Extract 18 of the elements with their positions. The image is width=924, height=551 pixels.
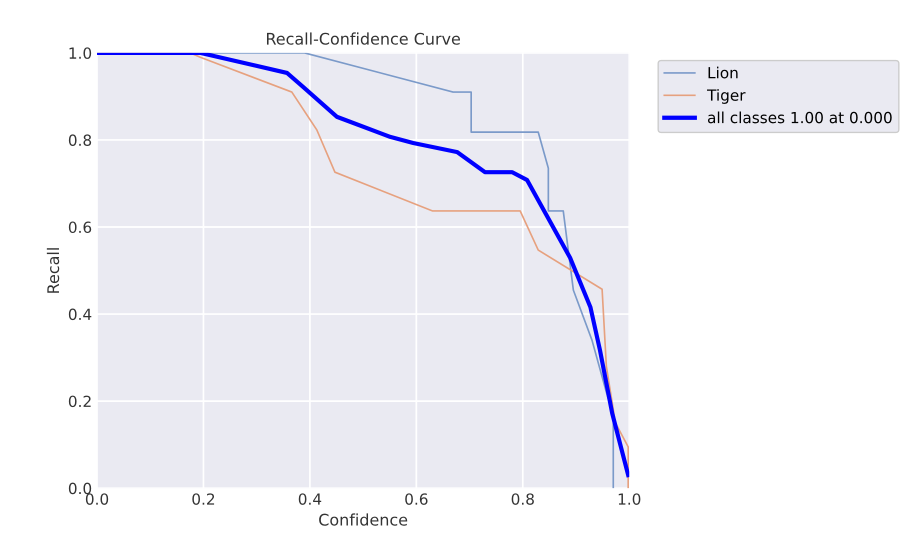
y-tick-label: 0.8 (68, 134, 92, 146)
x-tick-label: 0.4 (298, 493, 322, 505)
y-tick-label: 1.0 (70, 47, 92, 59)
y-tick-label: 0.2 (68, 396, 91, 408)
y-tick-label: 0.0 (68, 482, 92, 494)
x-tick-label: 0.8 (512, 493, 534, 505)
chart-title: Recall-Confidence Curve (266, 32, 460, 45)
x-tick-label: 1.0 (618, 493, 640, 505)
legend-label: Lion (708, 66, 738, 78)
y-axis-title: Recall (46, 248, 60, 293)
y-tick-label: 0.6 (68, 221, 92, 234)
x-tick-label: 0.0 (86, 493, 108, 505)
x-tick-label: 0.2 (192, 493, 214, 505)
y-tick-label: 0.4 (68, 308, 92, 320)
legend-label: all classes 1.00 at 0.000 (708, 111, 892, 124)
x-axis-title: Confidence (319, 513, 408, 526)
legend-label: Tiger (707, 89, 746, 104)
x-tick-label: 0.6 (405, 493, 428, 505)
